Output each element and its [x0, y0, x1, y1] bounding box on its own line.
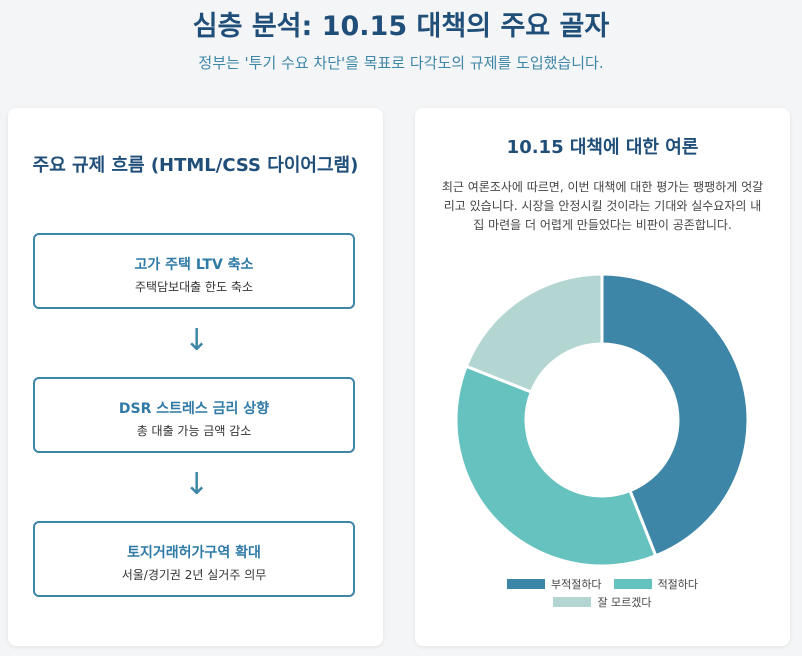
flow-step-land-permit: 토지거래허가구역 확대 서울/경기권 2년 실거주 의무 [33, 521, 355, 597]
legend-item[interactable]: 적절하다 [613, 576, 699, 592]
flow-title: 주요 규제 흐름 (HTML/CSS 다이어그램) [32, 155, 359, 176]
public-opinion-card: 10.15 대책에 대한 여론 최근 여론조사에 따르면, 이번 대책에 대한 … [415, 108, 790, 646]
flow-step-title: 토지거래허가구역 확대 [127, 545, 261, 561]
donut-slice-1[interactable] [600, 272, 750, 558]
arrow-down-icon: ↓ [184, 323, 210, 358]
legend-label: 부적절하다 [550, 578, 602, 591]
regulation-flow-card: 주요 규제 흐름 (HTML/CSS 다이어그램) 고가 주택 LTV 축소 주… [8, 108, 383, 646]
opinion-donut-chart [454, 272, 750, 568]
legend-item[interactable]: 잘 모르겠다 [553, 594, 652, 610]
legend-swatch [506, 579, 545, 589]
legend-swatch [553, 597, 592, 607]
donut-slice-2[interactable] [454, 364, 658, 568]
flow-step-dsr: DSR 스트레스 금리 상향 총 대출 가능 금액 감소 [33, 377, 355, 453]
flow-step-desc: 서울/경기권 2년 실거주 의무 [121, 568, 267, 582]
opinion-description: 최근 여론조사에 따르면, 이번 대책에 대한 평가는 팽팽하게 엇갈리고 있습… [441, 180, 764, 232]
page-subtitle: 정부는 '투기 수요 차단'을 목표로 다각도의 규제를 도입했습니다. [198, 54, 604, 72]
legend-label: 적절하다 [657, 578, 699, 591]
chart-legend: 부적절하다 적절하다 잘 모르겠다 [415, 575, 790, 611]
flow-step-title: 고가 주택 LTV 축소 [134, 257, 254, 273]
legend-label: 잘 모르겠다 [597, 596, 652, 609]
flow-step-title: DSR 스트레스 금리 상향 [118, 401, 270, 417]
donut-slice-3[interactable] [464, 272, 604, 394]
arrow-down-icon: ↓ [184, 467, 210, 502]
legend-swatch [613, 579, 652, 589]
opinion-title: 10.15 대책에 대한 여론 [506, 137, 699, 158]
flow-step-desc: 주택담보대출 한도 축소 [134, 280, 254, 294]
flow-step-desc: 총 대출 가능 금액 감소 [136, 424, 252, 438]
page-title: 심층 분석: 10.15 대책의 주요 골자 [192, 11, 610, 42]
legend-item[interactable]: 부적절하다 [506, 576, 602, 592]
flow-step-ltv: 고가 주택 LTV 축소 주택담보대출 한도 축소 [33, 233, 355, 309]
